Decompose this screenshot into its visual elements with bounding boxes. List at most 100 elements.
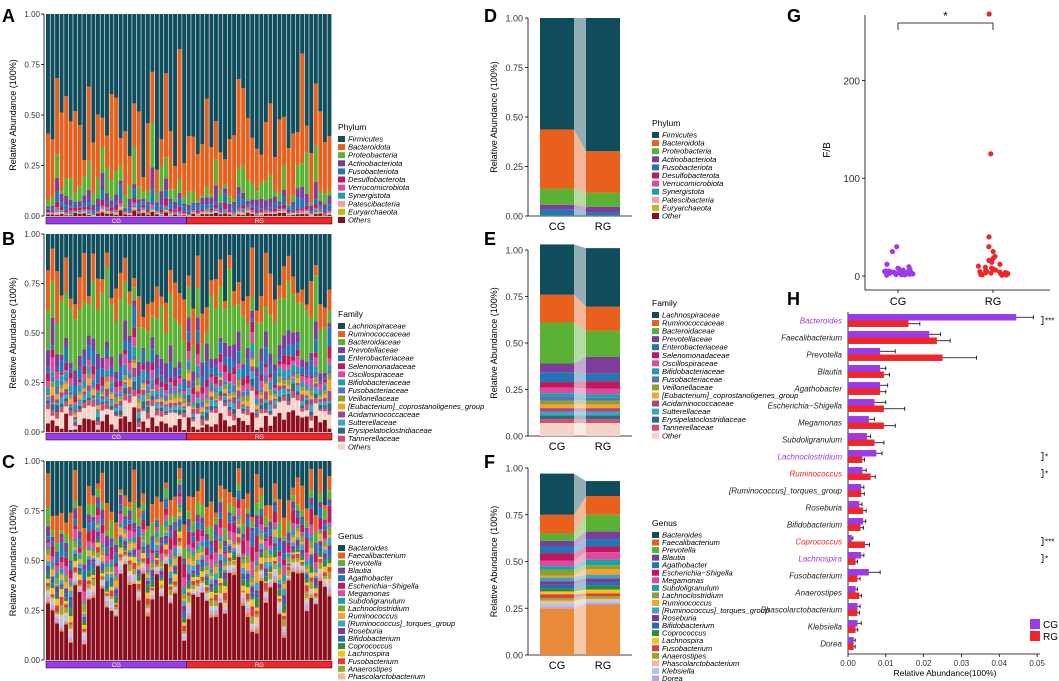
sample-segment bbox=[200, 144, 205, 196]
sample-segment bbox=[286, 388, 291, 392]
sample-segment bbox=[218, 214, 223, 216]
data-point-rg bbox=[990, 248, 996, 255]
sample-segment bbox=[286, 566, 291, 567]
sample-segment bbox=[154, 564, 159, 568]
sample-segment bbox=[168, 208, 173, 212]
sample-segment bbox=[254, 571, 259, 583]
sample-segment bbox=[182, 461, 187, 525]
sample-segment bbox=[209, 409, 214, 413]
legend-item: Ruminococcaceae bbox=[348, 330, 410, 339]
sample-segment bbox=[209, 526, 214, 541]
sample-segment bbox=[304, 391, 309, 396]
sample-segment bbox=[182, 393, 187, 396]
sample-segment bbox=[200, 517, 205, 524]
legend-item: Veillonellaceae bbox=[662, 383, 713, 392]
sample-segment bbox=[327, 476, 332, 491]
sample-segment bbox=[186, 275, 191, 287]
sample-segment bbox=[118, 208, 123, 211]
sample-segment bbox=[95, 425, 100, 430]
bar-rg bbox=[848, 558, 856, 565]
sample-segment bbox=[77, 591, 82, 660]
sample-segment bbox=[64, 620, 69, 623]
sample-segment bbox=[259, 551, 264, 553]
sample-segment bbox=[95, 483, 100, 490]
sample-segment bbox=[109, 410, 114, 425]
group-bar-segment bbox=[540, 408, 574, 412]
data-point-cg bbox=[894, 244, 900, 250]
legend-item: Veillonellaceae bbox=[348, 394, 399, 403]
sample-segment bbox=[145, 214, 150, 215]
sample-segment bbox=[309, 594, 314, 598]
sample-segment bbox=[100, 580, 105, 582]
sample-segment bbox=[100, 410, 105, 422]
sample-segment bbox=[304, 579, 309, 583]
sample-segment bbox=[309, 376, 314, 379]
sample-segment bbox=[118, 180, 123, 185]
sample-segment bbox=[64, 370, 69, 372]
legend-swatch bbox=[338, 560, 345, 567]
sample-segment bbox=[232, 384, 237, 386]
sample-segment bbox=[268, 404, 273, 411]
sample-segment bbox=[105, 580, 109, 582]
category-label: Subdoligranulum bbox=[782, 436, 842, 445]
group-bar-segment bbox=[540, 411, 574, 416]
sample-segment bbox=[327, 578, 332, 585]
sample-segment bbox=[254, 212, 259, 214]
sample-segment bbox=[182, 403, 187, 407]
sample-segment bbox=[209, 583, 214, 588]
sample-segment bbox=[263, 347, 268, 364]
sample-segment bbox=[191, 542, 196, 548]
sample-segment bbox=[232, 507, 237, 517]
sample-segment bbox=[295, 292, 300, 303]
sample-segment bbox=[209, 211, 214, 213]
sample-segment bbox=[309, 391, 314, 396]
sample-segment bbox=[186, 511, 191, 519]
legend-swatch bbox=[338, 665, 345, 672]
sample-segment bbox=[100, 547, 105, 556]
legend-item: [Ruminococcus]_torques_group bbox=[347, 619, 455, 628]
sample-segment bbox=[286, 393, 291, 402]
sample-segment bbox=[77, 558, 82, 560]
sample-segment bbox=[46, 394, 50, 396]
sample-segment bbox=[177, 234, 182, 294]
sample-segment bbox=[127, 543, 132, 550]
sample-segment bbox=[191, 210, 196, 213]
sample-segment bbox=[123, 526, 128, 529]
sample-segment bbox=[82, 418, 87, 432]
sample-segment bbox=[291, 214, 296, 216]
legend-item: Sutterellaceae bbox=[662, 407, 711, 416]
sample-segment bbox=[64, 612, 69, 616]
sample-segment bbox=[59, 556, 64, 563]
sample-segment bbox=[227, 531, 232, 538]
sample-segment bbox=[322, 546, 327, 550]
sample-segment bbox=[286, 461, 291, 501]
sample-segment bbox=[177, 492, 182, 497]
legend-swatch bbox=[652, 562, 659, 569]
legend-item: Oscillospiraceae bbox=[348, 370, 404, 379]
sample-segment bbox=[250, 546, 255, 562]
sample-segment bbox=[204, 403, 209, 407]
sample-segment bbox=[182, 633, 187, 636]
sample-segment bbox=[64, 178, 69, 196]
sample-segment bbox=[309, 411, 314, 416]
sample-segment bbox=[177, 537, 182, 542]
sample-segment bbox=[195, 202, 200, 206]
sample-segment bbox=[109, 405, 114, 409]
sample-segment bbox=[300, 567, 305, 569]
legend-item: Patescibacteria bbox=[348, 199, 400, 208]
sample-segment bbox=[254, 214, 259, 216]
sample-segment bbox=[77, 394, 82, 400]
bar-cg bbox=[848, 603, 858, 610]
sample-segment bbox=[82, 402, 87, 408]
sample-segment bbox=[227, 461, 232, 493]
sample-segment bbox=[86, 214, 91, 216]
sample-segment bbox=[213, 610, 218, 615]
legend-item: Acidaminococcaceae bbox=[661, 399, 734, 408]
sample-segment bbox=[186, 351, 191, 361]
sample-segment bbox=[145, 412, 150, 419]
sample-segment bbox=[59, 380, 64, 385]
sample-segment bbox=[232, 305, 237, 345]
sample-segment bbox=[304, 605, 309, 611]
sample-segment bbox=[154, 542, 159, 545]
